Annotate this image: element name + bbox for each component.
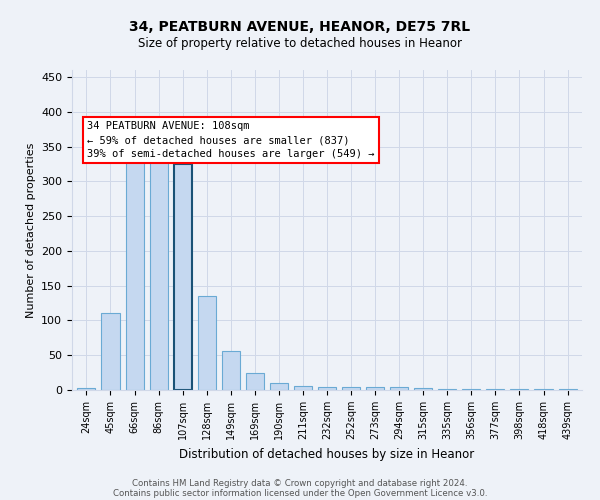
Bar bbox=[366, 386, 384, 390]
Bar bbox=[222, 351, 240, 390]
Bar bbox=[342, 386, 360, 390]
Bar bbox=[270, 383, 288, 390]
Bar bbox=[149, 129, 167, 390]
Text: Contains public sector information licensed under the Open Government Licence v3: Contains public sector information licen… bbox=[113, 488, 487, 498]
Text: 34, PEATBURN AVENUE, HEANOR, DE75 7RL: 34, PEATBURN AVENUE, HEANOR, DE75 7RL bbox=[130, 20, 470, 34]
Bar bbox=[318, 387, 336, 390]
Bar bbox=[173, 164, 191, 390]
Bar bbox=[438, 388, 457, 390]
Bar bbox=[101, 314, 119, 390]
Bar bbox=[197, 296, 216, 390]
Text: 34 PEATBURN AVENUE: 108sqm
← 59% of detached houses are smaller (837)
39% of sem: 34 PEATBURN AVENUE: 108sqm ← 59% of deta… bbox=[88, 121, 375, 159]
Bar bbox=[246, 374, 264, 390]
Bar bbox=[125, 146, 143, 390]
Bar bbox=[390, 386, 408, 390]
Text: Size of property relative to detached houses in Heanor: Size of property relative to detached ho… bbox=[138, 38, 462, 51]
Y-axis label: Number of detached properties: Number of detached properties bbox=[26, 142, 35, 318]
Bar bbox=[77, 388, 95, 390]
Bar bbox=[414, 388, 432, 390]
Text: Contains HM Land Registry data © Crown copyright and database right 2024.: Contains HM Land Registry data © Crown c… bbox=[132, 478, 468, 488]
Bar bbox=[294, 386, 312, 390]
X-axis label: Distribution of detached houses by size in Heanor: Distribution of detached houses by size … bbox=[179, 448, 475, 460]
Bar bbox=[463, 388, 481, 390]
Bar bbox=[559, 388, 577, 390]
